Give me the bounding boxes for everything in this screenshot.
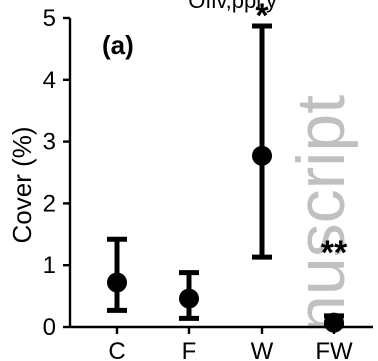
data-point-F [179, 288, 199, 309]
y-tick-label-0: 0 [43, 314, 56, 341]
y-tick-label-1: 1 [43, 252, 56, 279]
y-tick-label-3: 3 [43, 129, 56, 156]
data-point-C [107, 272, 127, 293]
x-tick-label-1: F [182, 338, 197, 361]
x-tick-label-3: FW [315, 338, 353, 361]
panel-label: (a) [102, 30, 134, 60]
x-tick-label-0: C [108, 338, 125, 361]
annotation-W: * [255, 0, 269, 35]
x-tick-label-2: W [251, 338, 274, 361]
y-tick-label-4: 4 [43, 67, 56, 94]
y-ticks: 0 1 2 3 4 5 [43, 5, 70, 341]
annotation-FW: ** [321, 234, 348, 272]
significance-annotations: *** [255, 0, 348, 272]
x-ticks: C F W FW [108, 327, 353, 361]
y-tick-label-2: 2 [43, 190, 56, 217]
y-tick-label-5: 5 [43, 5, 56, 32]
y-axis-title: Cover (%) [7, 126, 37, 243]
data-marks [107, 23, 344, 333]
data-point-W [252, 145, 272, 166]
watermark-text: nuscript [283, 95, 359, 333]
top-partial-text: ' ‘ ‘Ofiv,ppi‘y [162, 0, 277, 13]
data-point-FW [324, 312, 344, 333]
